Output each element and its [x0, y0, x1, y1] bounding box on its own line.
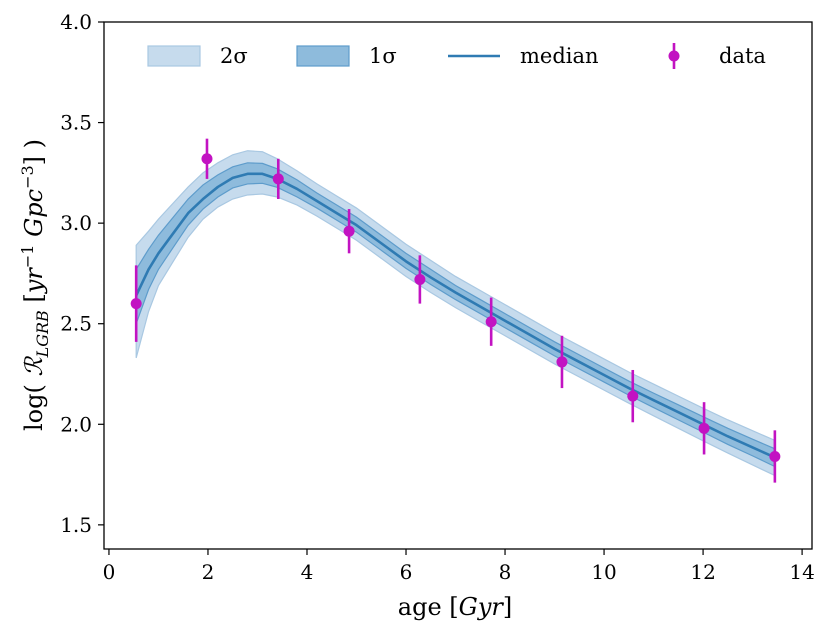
legend-item-data: data [668, 43, 766, 69]
data-marker [769, 450, 781, 462]
y-tick-label: 4.0 [60, 10, 92, 34]
y-tick-label: 2.5 [60, 312, 92, 336]
data-point [485, 297, 497, 346]
legend-item-band1: 1σ [296, 44, 397, 68]
legend-label: data [719, 44, 766, 68]
x-tick-label: 6 [400, 560, 413, 584]
data-marker [201, 153, 213, 165]
data-points [130, 138, 781, 483]
legend: 2σ 1σ median data [147, 43, 766, 69]
axes: 0 2 4 6 8 10 12 14 1.5 2.0 2.5 3.0 3.5 4.0 [60, 10, 815, 584]
data-point [343, 209, 355, 254]
x-tick-label: 8 [499, 560, 512, 584]
legend-marker [668, 50, 680, 62]
legend-item-band2: 2σ [147, 44, 248, 68]
legend-item-median: median [448, 44, 599, 68]
data-marker [556, 356, 568, 368]
data-marker [414, 273, 426, 285]
data-marker [130, 298, 142, 310]
x-tick-label: 4 [301, 560, 314, 584]
data-marker [485, 316, 497, 328]
data-point [414, 255, 426, 304]
median-line [135, 172, 776, 459]
legend-label: 1σ [369, 44, 397, 68]
x-tick-label: 14 [789, 560, 814, 584]
legend-label: 2σ [220, 44, 248, 68]
data-point [769, 430, 781, 483]
data-marker [627, 390, 639, 402]
x-tick-label: 12 [690, 560, 715, 584]
y-tick-label: 3.0 [60, 211, 92, 235]
data-point [201, 138, 213, 179]
data-point [272, 158, 284, 200]
data-point [698, 402, 710, 455]
plot-frame [103, 21, 813, 550]
data-point [556, 335, 568, 389]
data-point [627, 369, 639, 423]
data-marker [272, 173, 284, 185]
band-2sigma [135, 150, 776, 477]
y-tick-label: 2.0 [60, 412, 92, 436]
data-point [130, 265, 142, 342]
legend-label: median [520, 44, 599, 68]
data-marker [343, 225, 355, 237]
data-marker [698, 422, 710, 434]
legend-swatch [296, 45, 350, 67]
x-tick-label: 0 [103, 560, 116, 584]
y-tick-label: 3.5 [60, 111, 92, 135]
x-tick-label: 2 [202, 560, 215, 584]
plot-area [130, 138, 781, 483]
y-axis-label: log( ℛLGRB [yr−1 Gpc−3] ) [18, 139, 52, 431]
x-tick-label: 10 [591, 560, 616, 584]
x-axis-label: age [Gyr] [398, 593, 512, 621]
y-tick-label: 1.5 [60, 513, 92, 537]
legend-swatch [147, 45, 201, 67]
